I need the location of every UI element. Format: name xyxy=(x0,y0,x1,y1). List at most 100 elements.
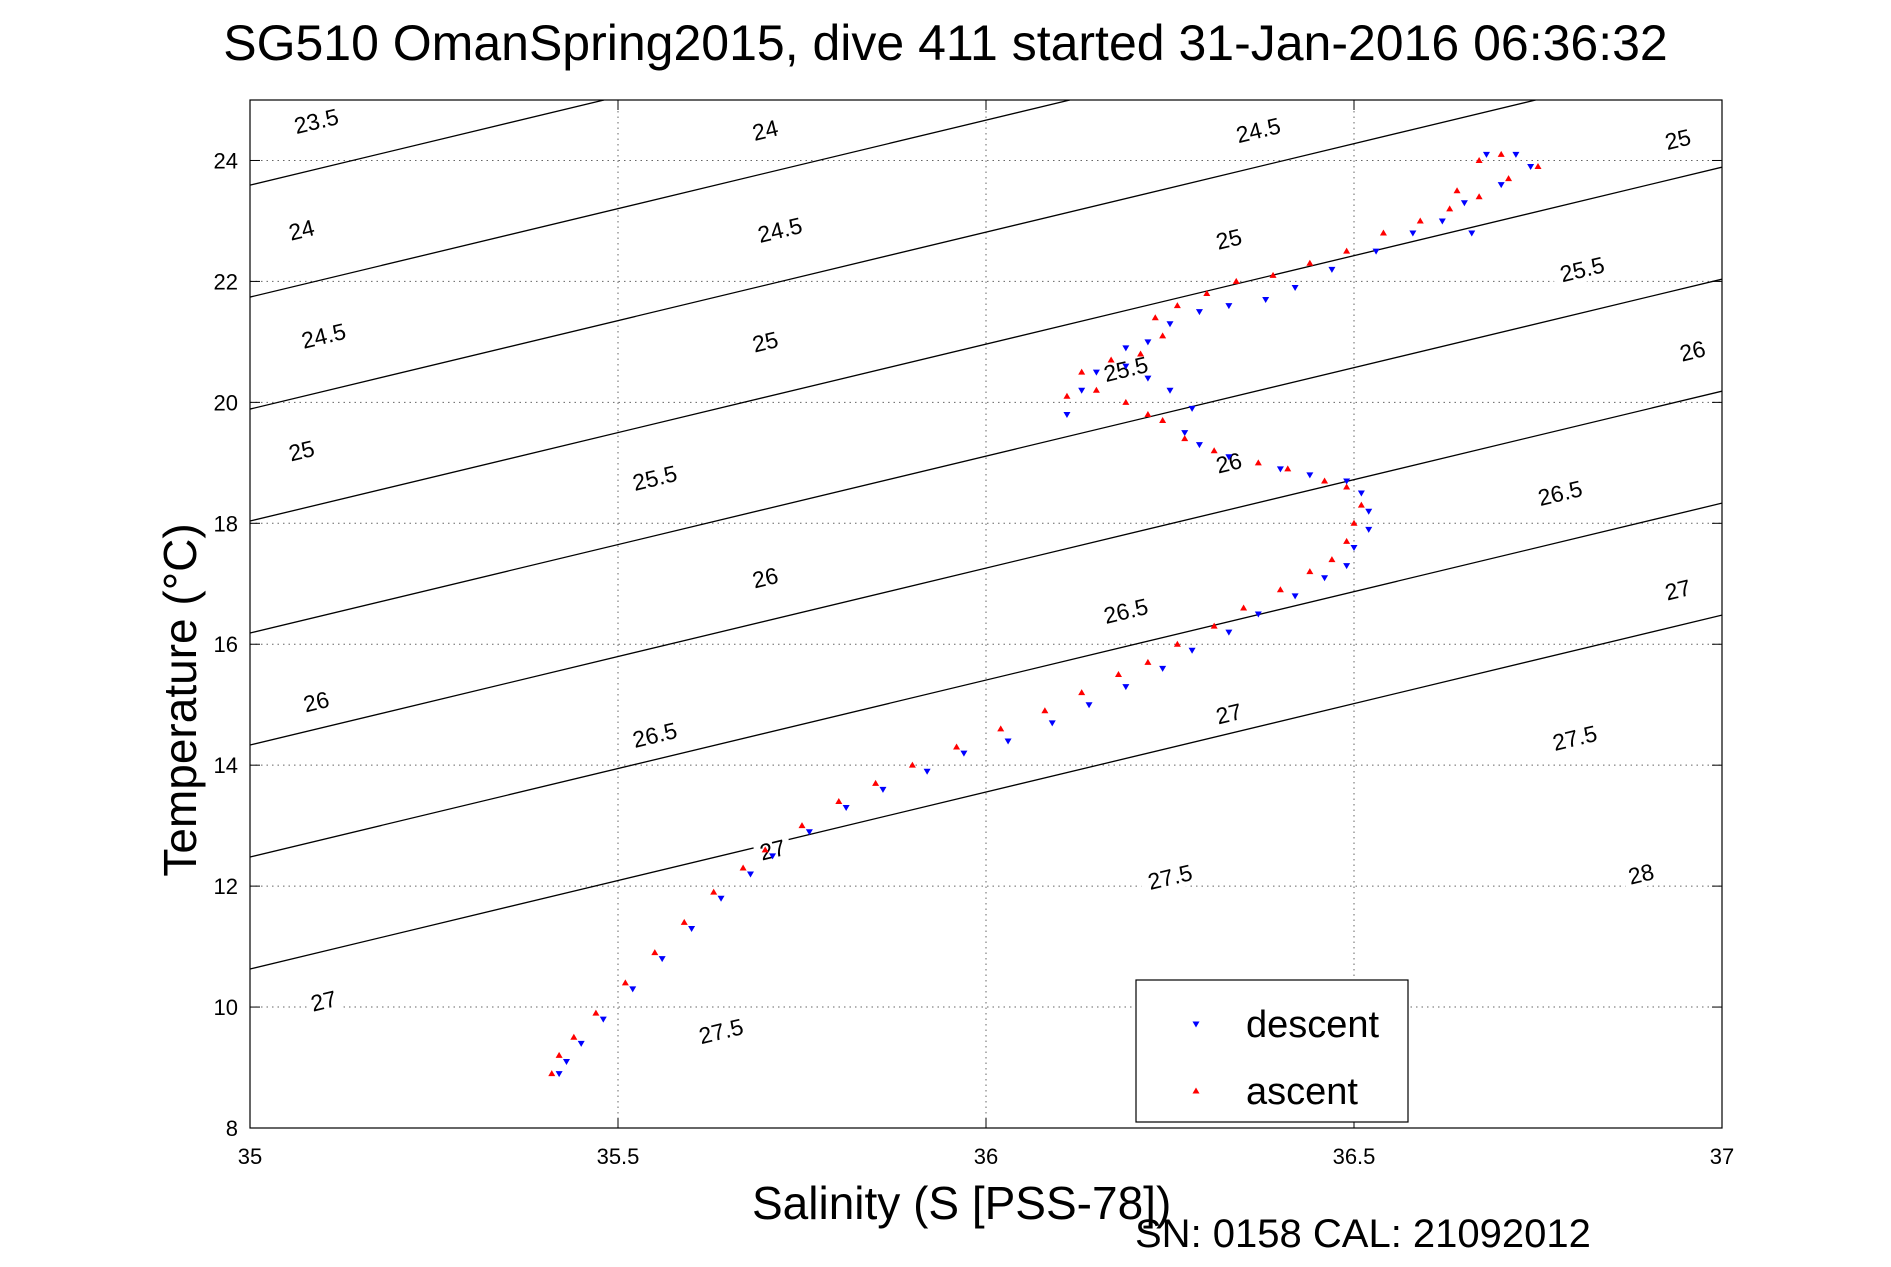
ascent-point xyxy=(1144,410,1152,417)
ascent-point xyxy=(1203,290,1211,297)
legend-box xyxy=(1135,979,1409,1123)
descent-point xyxy=(1092,369,1100,376)
descent-point xyxy=(688,925,696,932)
ascent-point xyxy=(1343,537,1351,544)
descent-point xyxy=(842,805,850,812)
descent-point xyxy=(1085,702,1093,709)
isopycnal-line xyxy=(250,100,1536,410)
isopycnal-label-bg xyxy=(744,560,786,595)
y-tick-label: 14 xyxy=(214,753,238,778)
descent-point xyxy=(1195,442,1203,449)
descent-point xyxy=(769,853,777,860)
isopycnal-label-text: 26.5 xyxy=(1535,475,1585,511)
isopycnal-label-text: 25 xyxy=(750,326,781,357)
descent-point xyxy=(879,786,887,793)
isopycnal-label-text: 24.5 xyxy=(299,318,349,354)
isopycnal-label: 24.5 xyxy=(291,316,356,356)
isopycnal-line xyxy=(138,73,250,100)
isopycnal-label: 25 xyxy=(1657,122,1699,157)
isopycnal-label: 27 xyxy=(752,832,794,867)
descent-point xyxy=(1144,375,1152,382)
descent-point xyxy=(1328,266,1336,273)
ascent-point xyxy=(1159,416,1167,423)
descent-point xyxy=(1188,647,1196,654)
isopycnal-label: 26 xyxy=(744,560,786,595)
isopycnal-label-bg xyxy=(1226,110,1291,150)
ascent-point xyxy=(1534,163,1542,170)
isopycnal-label-text: 25.5 xyxy=(1557,251,1607,287)
isopycnal-label: 24 xyxy=(280,213,323,247)
descent-point xyxy=(1166,321,1174,328)
isopycnal-label-text: 26 xyxy=(750,562,781,593)
descent-point xyxy=(1357,490,1365,497)
ascent-point xyxy=(1475,193,1483,200)
descent-point xyxy=(599,1016,607,1023)
descent-point xyxy=(1225,303,1233,310)
descent-point xyxy=(1144,339,1152,346)
isopycnal-label-text: 26 xyxy=(1677,335,1708,366)
isopycnal-line xyxy=(250,502,1722,858)
descent-point xyxy=(1122,684,1130,691)
isopycnal-label-bg xyxy=(688,1011,754,1051)
ascent-point xyxy=(1078,368,1086,375)
ascent-point xyxy=(1210,447,1218,454)
isopycnal-label: 26.5 xyxy=(1527,473,1593,513)
descent-point xyxy=(1159,665,1167,672)
ascent-point xyxy=(1269,271,1277,278)
isopycnal-label-bg xyxy=(1527,473,1593,513)
descent-point xyxy=(1254,611,1262,618)
isopycnal-label: 24.5 xyxy=(747,210,813,250)
isopycnal-label-text: 26.5 xyxy=(630,717,680,753)
y-tick-label: 16 xyxy=(214,632,238,657)
x-tick-label: 35.5 xyxy=(597,1144,640,1169)
isopycnal-label: 26 xyxy=(295,684,337,719)
descent-point xyxy=(1438,218,1446,225)
ascent-point xyxy=(1181,435,1189,442)
ascent-point xyxy=(798,822,806,829)
ascent-point xyxy=(710,888,718,895)
isopycnal-label-text: 24 xyxy=(286,214,317,245)
ascent-point xyxy=(872,779,880,786)
isopycnal-label: 24 xyxy=(744,113,786,148)
descent-point xyxy=(1122,345,1130,352)
isopycnal-label: 25 xyxy=(280,433,323,468)
isopycnal-contours: 23.52424.5252424.52525.524.52525.5262525… xyxy=(138,73,1722,1051)
isopycnal-label-text: 27.5 xyxy=(1145,859,1195,895)
isopycnal-line xyxy=(250,614,1722,970)
isopycnal-label: 25 xyxy=(1208,222,1250,256)
y-tick-label: 10 xyxy=(214,995,238,1020)
isopycnal-label-bg xyxy=(1542,718,1608,758)
isopycnal-line xyxy=(250,100,1071,298)
ascent-point xyxy=(1475,156,1483,163)
descent-point xyxy=(1365,526,1373,533)
ascent-point xyxy=(908,761,916,768)
ascent-point xyxy=(1210,622,1218,629)
isopycnal-label-bg xyxy=(1672,334,1714,368)
ascent-point xyxy=(1453,187,1461,194)
descent-point xyxy=(1291,284,1299,291)
ascent-point xyxy=(1159,332,1167,339)
isopycnal-label-bg xyxy=(1137,857,1203,897)
descent-point xyxy=(1048,720,1056,727)
x-axis-label: Salinity (S [PSS-78]) xyxy=(752,1177,1172,1229)
isopycnal-label-text: 24.5 xyxy=(1234,112,1284,148)
isopycnal-label-text: 27 xyxy=(1662,574,1693,605)
ascent-point xyxy=(548,1070,556,1077)
ascent-point xyxy=(1092,386,1100,393)
descent-point xyxy=(923,768,931,775)
isopycnal-line xyxy=(250,390,1722,746)
descent-point xyxy=(562,1058,570,1065)
axis-ticks: 35 35.5 36 36.5 37 8 10 12 14 16 18 20 22 24 xyxy=(214,100,1734,1169)
descent-point xyxy=(1350,544,1358,551)
descent-point xyxy=(555,1071,563,1078)
descent-point xyxy=(1188,405,1196,412)
descent-point xyxy=(717,895,725,902)
descent-point xyxy=(1512,151,1520,158)
legend: descent ascent xyxy=(1135,979,1409,1123)
isopycnal-label-bg xyxy=(291,316,356,356)
isopycnal-label-bg xyxy=(744,113,786,148)
ascent-point xyxy=(621,979,629,986)
ascent-point xyxy=(761,846,769,853)
ascent-point xyxy=(1350,519,1358,526)
